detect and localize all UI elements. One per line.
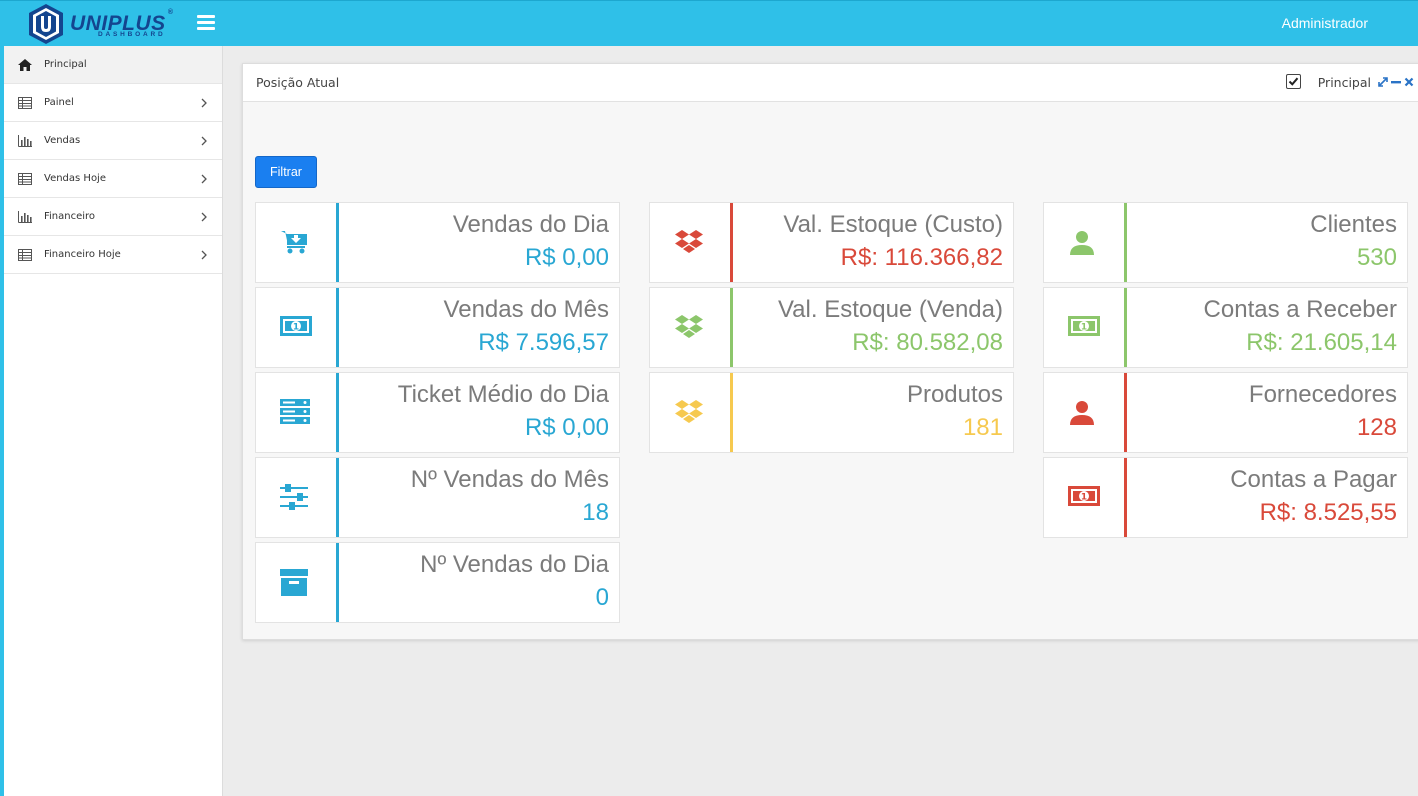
card-estoque-custo: Val. Estoque (Custo) R$: 116.366,82 <box>649 202 1014 283</box>
filter-button[interactable]: Filtrar <box>255 156 317 188</box>
archive-icon <box>280 569 308 596</box>
card-value: R$: 116.366,82 <box>840 244 1003 271</box>
table-icon <box>18 97 32 109</box>
card-label: Contas a Receber <box>1203 296 1397 323</box>
app-logo[interactable]: UNIPLUS ® DASHBOARD <box>24 3 174 45</box>
card-value: R$ 0,00 <box>524 414 609 441</box>
svg-text:1: 1 <box>293 323 299 333</box>
sidebar-item-vendas-hoje[interactable]: Vendas Hoje <box>4 160 222 198</box>
expand-icon[interactable] <box>1377 76 1389 88</box>
dropbox-icon <box>675 315 703 338</box>
panel-title: Posição Atual <box>256 75 340 90</box>
card-label: Produtos <box>906 381 1003 408</box>
sidebar-item-financeiro-hoje[interactable]: Financeiro Hoje <box>4 236 222 274</box>
top-navbar: UNIPLUS ® DASHBOARD Administrador <box>0 0 1418 46</box>
svg-text:1: 1 <box>1081 493 1087 503</box>
card-contas-receber: 1 Contas a Receber R$: 21.605,14 <box>1043 287 1408 368</box>
card-value: R$: 21.605,14 <box>1246 329 1397 356</box>
card-estoque-venda: Val. Estoque (Venda) R$: 80.582,08 <box>649 287 1014 368</box>
sidebar-item-painel[interactable]: Painel <box>4 84 222 122</box>
card-produtos: Produtos 181 <box>649 372 1014 453</box>
card-value: R$ 0,00 <box>524 244 609 271</box>
card-label: Contas a Pagar <box>1230 466 1397 493</box>
logo-shield-icon <box>29 4 63 44</box>
card-ticket-medio: Ticket Médio do Dia R$ 0,00 <box>255 372 620 453</box>
card-label: Nº Vendas do Dia <box>420 551 609 578</box>
sidebar-item-label: Painel <box>44 97 74 108</box>
chevron-right-icon <box>201 136 207 146</box>
card-value: 181 <box>962 414 1003 441</box>
user-icon <box>1070 231 1094 255</box>
card-label: Ticket Médio do Dia <box>397 381 609 408</box>
panel-tools: Principal <box>1275 74 1415 92</box>
user-menu[interactable]: Administrador <box>1281 15 1368 31</box>
position-panel: Posição Atual Principal Filtrar <box>242 63 1418 640</box>
card-num-vendas-dia: Nº Vendas do Dia 0 <box>255 542 620 623</box>
money-icon: 1 <box>280 316 312 336</box>
sidebar-item-principal[interactable]: Principal <box>4 46 222 84</box>
card-label: Vendas do Mês <box>443 296 609 323</box>
principal-checkbox-label: Principal <box>1317 75 1371 90</box>
card-label: Clientes <box>1310 211 1397 238</box>
card-value: R$: 80.582,08 <box>852 329 1003 356</box>
card-label: Vendas do Dia <box>452 211 609 238</box>
table-icon <box>18 173 32 185</box>
card-label: Nº Vendas do Mês <box>410 466 609 493</box>
logo-subtitle: DASHBOARD <box>98 31 166 38</box>
chevron-right-icon <box>201 98 207 108</box>
server-icon <box>280 399 310 424</box>
sidebar-item-label: Financeiro <box>44 211 96 222</box>
sidebar-item-label: Vendas Hoje <box>44 173 106 184</box>
sidebar: Principal Painel Vendas <box>0 46 223 796</box>
card-value: R$ 7.596,57 <box>478 329 609 356</box>
sidebar-item-vendas[interactable]: Vendas <box>4 122 222 160</box>
user-icon <box>1070 401 1094 425</box>
checkmark-icon <box>1288 77 1299 86</box>
card-contas-pagar: 1 Contas a Pagar R$: 8.525,55 <box>1043 457 1408 538</box>
card-num-vendas-mes: Nº Vendas do Mês 18 <box>255 457 620 538</box>
card-value: 18 <box>582 499 609 526</box>
card-clientes: Clientes 530 <box>1043 202 1408 283</box>
money-icon: 1 <box>1068 486 1100 506</box>
card-label: Val. Estoque (Venda) <box>777 296 1003 323</box>
close-icon[interactable] <box>1403 76 1415 88</box>
sliders-icon <box>280 484 308 510</box>
card-vendas-do-dia: Vendas do Dia R$ 0,00 <box>255 202 620 283</box>
panel-header: Posição Atual Principal <box>243 64 1418 102</box>
home-icon <box>18 59 32 71</box>
chevron-right-icon <box>201 174 207 184</box>
svg-text:1: 1 <box>1081 323 1087 333</box>
card-vendas-do-mes: 1 Vendas do Mês R$ 7.596,57 <box>255 287 620 368</box>
table-icon <box>18 249 32 261</box>
sidebar-item-label: Financeiro Hoje <box>44 249 121 260</box>
dropbox-icon <box>675 400 703 423</box>
card-value: R$: 8.525,55 <box>1259 499 1397 526</box>
bar-chart-icon <box>18 135 32 147</box>
sidebar-item-label: Vendas <box>44 135 81 146</box>
card-value: 128 <box>1356 414 1397 441</box>
minimize-icon[interactable] <box>1390 76 1402 88</box>
sidebar-item-financeiro[interactable]: Financeiro <box>4 198 222 236</box>
card-label: Fornecedores <box>1248 381 1397 408</box>
card-value: 530 <box>1356 244 1397 271</box>
logo-text: UNIPLUS ® <box>70 9 174 35</box>
sidebar-item-label: Principal <box>44 59 87 70</box>
principal-checkbox[interactable] <box>1286 74 1301 89</box>
cart-download-icon <box>281 231 307 254</box>
dropbox-icon <box>675 230 703 253</box>
money-icon: 1 <box>1068 316 1100 336</box>
chevron-right-icon <box>201 250 207 260</box>
chevron-right-icon <box>201 212 207 222</box>
card-value: 0 <box>595 584 609 611</box>
bar-chart-icon <box>18 211 32 223</box>
card-fornecedores: Fornecedores 128 <box>1043 372 1408 453</box>
card-label: Val. Estoque (Custo) <box>783 211 1003 238</box>
menu-toggle-icon[interactable] <box>197 15 215 31</box>
